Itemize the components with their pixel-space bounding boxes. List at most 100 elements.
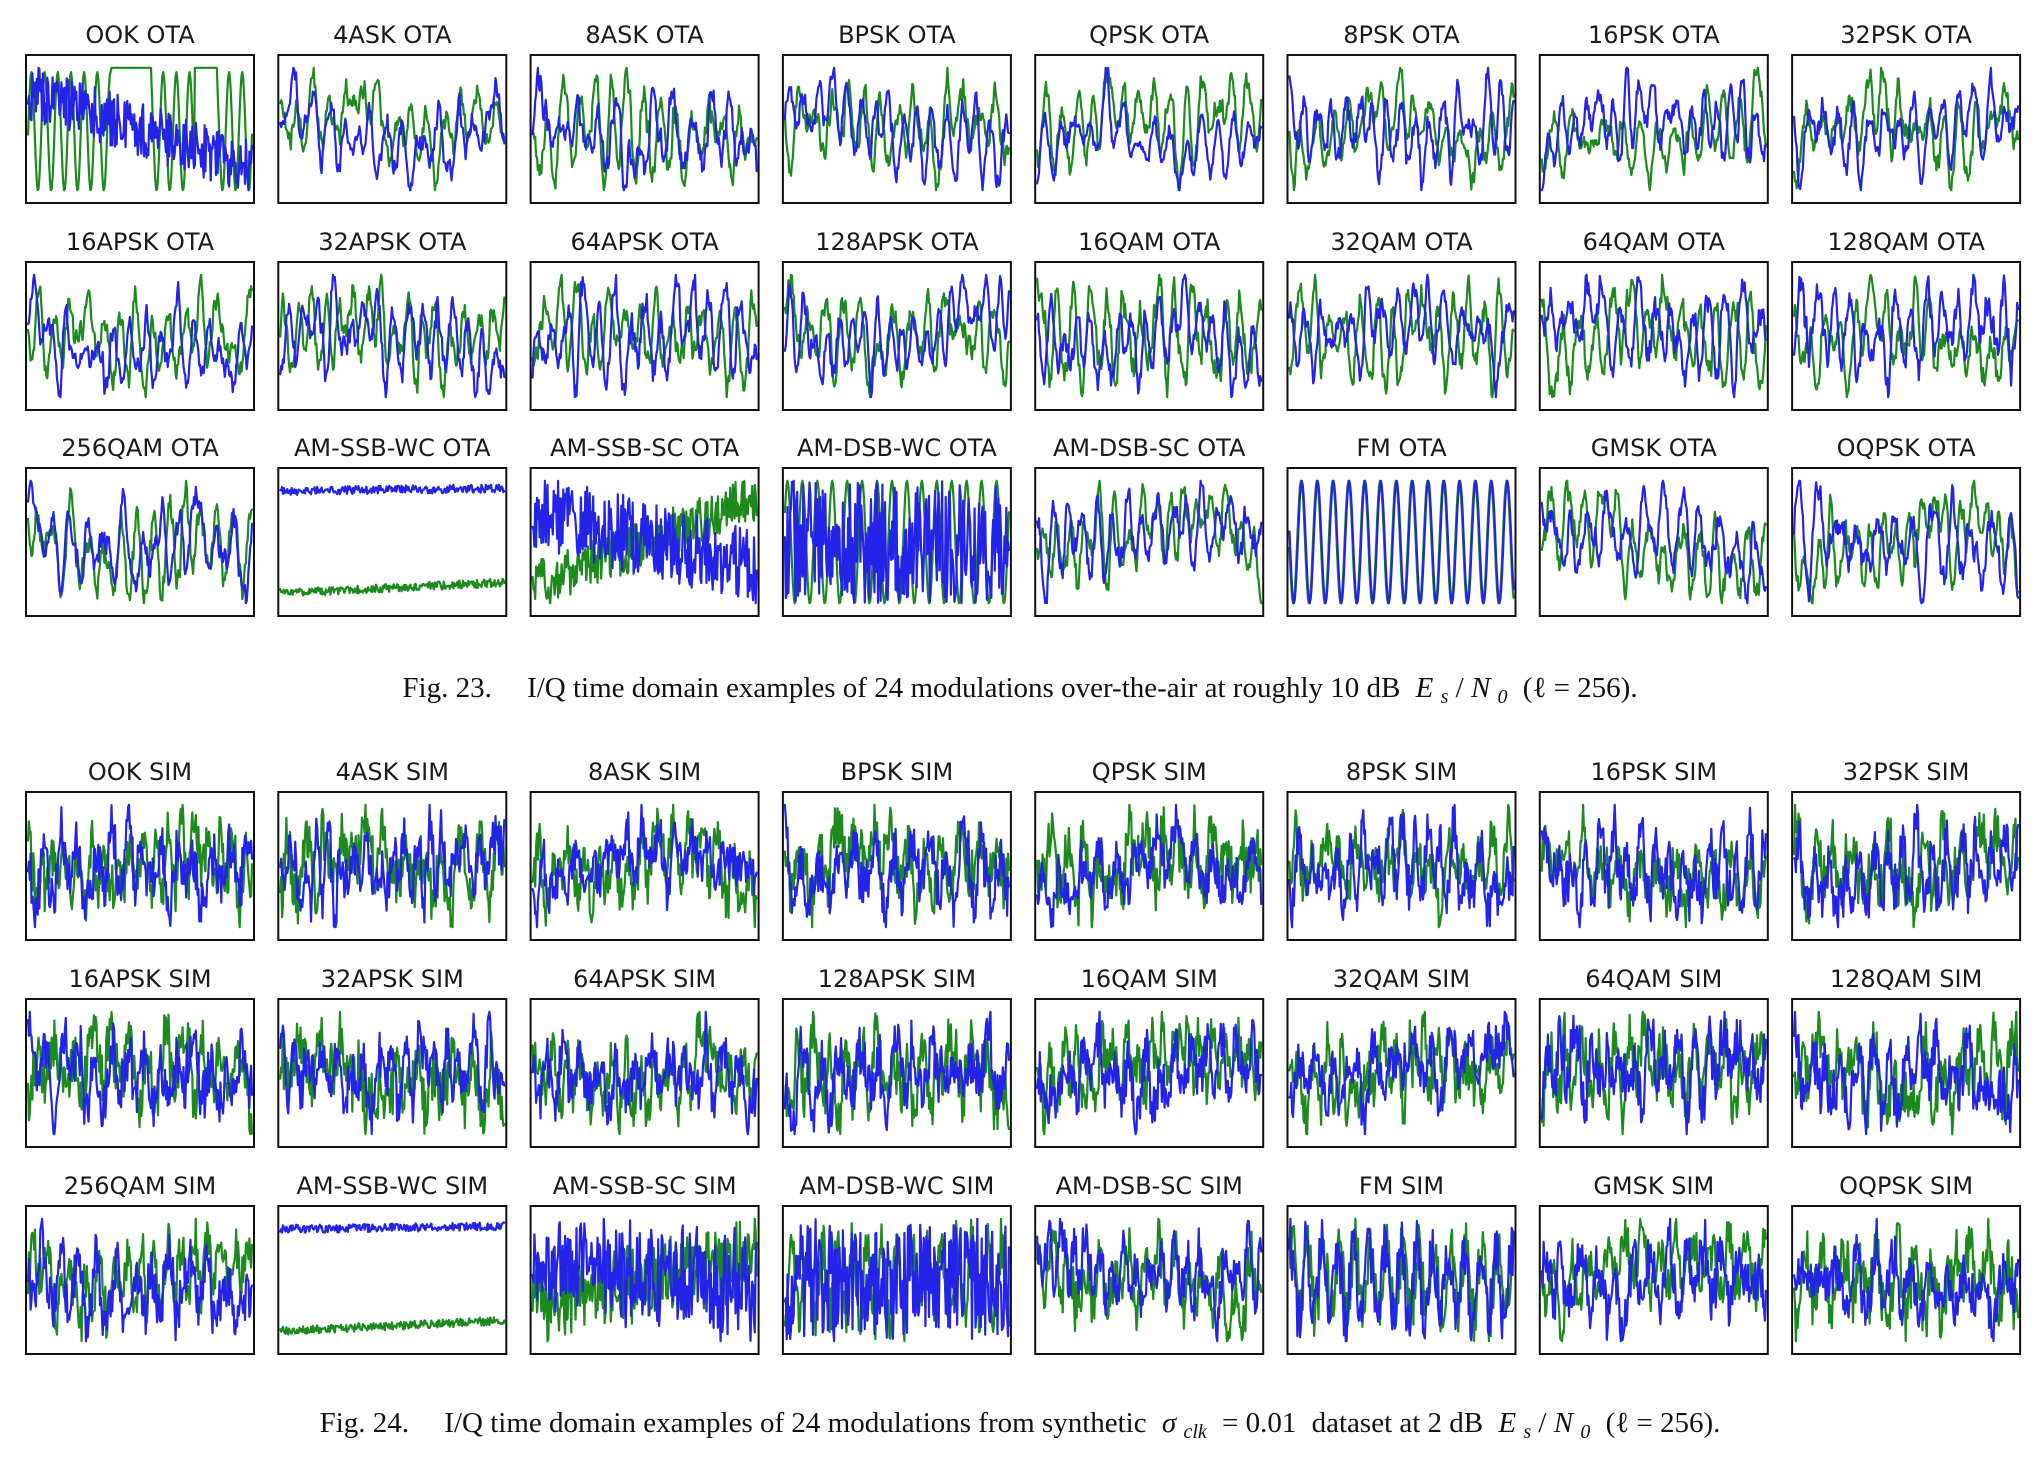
- panel-frame-64apsk-sim: [529, 998, 760, 1148]
- panel-title-am-dsb-wc-ota: AM-DSB-WC OTA: [797, 434, 997, 462]
- panel-title-oqpsk-sim: OQPSK SIM: [1839, 1172, 1973, 1200]
- panel-title-64apsk-ota: 64APSK OTA: [571, 228, 720, 256]
- panel-frame-fm-sim: [1286, 1205, 1517, 1355]
- panel-frame-128apsk-sim: [781, 998, 1012, 1148]
- figure-23-caption-es-sub: s: [1441, 686, 1449, 708]
- panel-title-64apsk-sim: 64APSK SIM: [573, 965, 716, 993]
- panel-frame-64qam-sim: [1538, 998, 1769, 1148]
- q-trace-ook-sim: [26, 803, 254, 929]
- i-trace-128apsk-ota: [783, 273, 1010, 399]
- panel-title-gmsk-sim: GMSK SIM: [1593, 1172, 1714, 1200]
- panel-title-ook-sim: OOK SIM: [88, 758, 192, 786]
- panel-frame-8psk-ota: [1286, 54, 1517, 204]
- panel-title-qpsk-ota: QPSK OTA: [1089, 21, 1210, 49]
- q-trace-64qam-ota: [1540, 273, 1767, 399]
- i-trace-oqpsk-sim: [1793, 1217, 2020, 1343]
- q-trace-32qam-sim: [1288, 1010, 1515, 1136]
- panel-frame-am-ssb-wc-sim: [277, 1205, 508, 1355]
- q-trace-128apsk-sim: [783, 1010, 1010, 1136]
- figure-24-caption-eq: = 0.01: [1222, 1407, 1296, 1439]
- i-trace-32psk-sim: [1793, 803, 2020, 929]
- i-trace-128apsk-sim: [783, 1010, 1010, 1136]
- q-trace-32qam-ota: [1288, 273, 1515, 399]
- i-trace-bpsk-ota: [783, 66, 1010, 192]
- panel-title-16apsk-sim: 16APSK SIM: [68, 965, 211, 993]
- i-trace-ook-sim: [26, 803, 254, 929]
- i-trace-am-ssb-sc-sim: [531, 1217, 758, 1343]
- panel-title-am-dsb-sc-ota: AM-DSB-SC OTA: [1053, 434, 1246, 462]
- figure-23-caption-es: E: [1415, 672, 1434, 704]
- panel-frame-256qam-ota: [25, 467, 255, 617]
- panel-title-16apsk-ota: 16APSK OTA: [66, 228, 215, 256]
- panel-title-bpsk-sim: BPSK SIM: [841, 758, 954, 786]
- panel-title-oqpsk-ota: OQPSK OTA: [1837, 434, 1977, 462]
- q-trace-ook-ota: [26, 66, 254, 192]
- figure-24-caption-label: Fig. 24.: [320, 1407, 409, 1439]
- figure-24-caption-text-mid: dataset at 2 dB: [1312, 1407, 1484, 1439]
- i-trace-am-dsb-sc-sim: [1036, 1217, 1263, 1343]
- i-trace-64apsk-sim: [531, 1010, 758, 1136]
- i-trace-128qam-sim: [1793, 1010, 2020, 1136]
- i-trace-4ask-sim: [279, 803, 506, 929]
- panel-frame-gmsk-ota: [1538, 467, 1769, 617]
- panel-title-16qam-sim: 16QAM SIM: [1081, 965, 1218, 993]
- panel-title-32apsk-sim: 32APSK SIM: [321, 965, 464, 993]
- panel-frame-16qam-sim: [1034, 998, 1265, 1148]
- i-trace-8psk-ota: [1288, 66, 1515, 192]
- i-trace-64qam-ota: [1540, 273, 1767, 399]
- panel-frame-16psk-ota: [1538, 54, 1769, 204]
- q-trace-am-ssb-wc-sim: [279, 1316, 506, 1336]
- figure-24-caption-sigma-sub: clk: [1183, 1421, 1207, 1443]
- panel-frame-32qam-ota: [1286, 261, 1517, 411]
- panel-title-fm-sim: FM SIM: [1359, 1172, 1444, 1200]
- i-trace-gmsk-sim: [1540, 1217, 1767, 1343]
- panel-title-bpsk-ota: BPSK OTA: [838, 21, 956, 49]
- i-trace-am-dsb-wc-ota: [783, 479, 1010, 605]
- q-trace-am-dsb-sc-ota: [1036, 479, 1263, 605]
- i-trace-16apsk-sim: [26, 1010, 254, 1136]
- panel-title-4ask-ota: 4ASK OTA: [333, 21, 452, 49]
- q-trace-128apsk-ota: [783, 273, 1010, 399]
- panel-title-am-ssb-sc-ota: AM-SSB-SC OTA: [550, 434, 740, 462]
- i-trace-am-dsb-sc-ota: [1036, 479, 1263, 605]
- panel-frame-ook-sim: [25, 791, 255, 941]
- i-trace-4ask-ota: [279, 66, 506, 192]
- panel-title-64qam-sim: 64QAM SIM: [1585, 965, 1722, 993]
- panel-frame-64qam-ota: [1538, 261, 1769, 411]
- figure-24-caption-es: E: [1497, 1407, 1516, 1439]
- panel-title-am-ssb-wc-ota: AM-SSB-WC OTA: [294, 434, 491, 462]
- panel-frame-bpsk-sim: [781, 791, 1012, 941]
- figure-24-caption-n: N: [1553, 1407, 1575, 1439]
- q-trace-16apsk-ota: [26, 273, 254, 399]
- panel-frame-am-dsb-wc-ota: [781, 467, 1012, 617]
- panel-title-128qam-sim: 128QAM SIM: [1830, 965, 1982, 993]
- i-trace-16psk-ota: [1540, 66, 1767, 192]
- figure-23-caption: Fig. 23. I/Q time domain examples of 24 …: [402, 672, 1637, 710]
- panel-title-qpsk-sim: QPSK SIM: [1092, 758, 1207, 786]
- q-trace-8psk-ota: [1288, 66, 1515, 192]
- panel-title-fm-ota: FM OTA: [1356, 434, 1447, 462]
- figure-24-caption-sigma: σ: [1162, 1407, 1178, 1439]
- q-trace-8ask-sim: [531, 803, 758, 929]
- i-trace-ook-ota: [26, 66, 254, 192]
- i-trace-32apsk-sim: [279, 1010, 506, 1136]
- panel-frame-128apsk-ota: [781, 261, 1012, 411]
- i-trace-16psk-sim: [1540, 803, 1767, 929]
- panel-frame-am-ssb-sc-sim: [529, 1205, 760, 1355]
- panel-frame-8psk-sim: [1286, 791, 1517, 941]
- panel-frame-16apsk-sim: [25, 998, 255, 1148]
- i-trace-am-dsb-wc-sim: [783, 1217, 1010, 1343]
- panel-title-32apsk-ota: 32APSK OTA: [318, 228, 467, 256]
- panel-frame-qpsk-sim: [1034, 791, 1265, 941]
- panel-title-4ask-sim: 4ASK SIM: [336, 758, 449, 786]
- panel-frame-16psk-sim: [1538, 791, 1769, 941]
- i-trace-fm-sim: [1288, 1217, 1515, 1343]
- panel-frame-64apsk-ota: [529, 261, 760, 411]
- panel-frame-8ask-sim: [529, 791, 760, 941]
- panel-frame-am-dsb-wc-sim: [781, 1205, 1012, 1355]
- panel-title-128apsk-sim: 128APSK SIM: [818, 965, 976, 993]
- panel-frame-256qam-sim: [25, 1205, 255, 1355]
- panel-frame-4ask-sim: [277, 791, 508, 941]
- panel-frame-oqpsk-ota: [1791, 467, 2022, 617]
- i-trace-32apsk-ota: [279, 273, 506, 399]
